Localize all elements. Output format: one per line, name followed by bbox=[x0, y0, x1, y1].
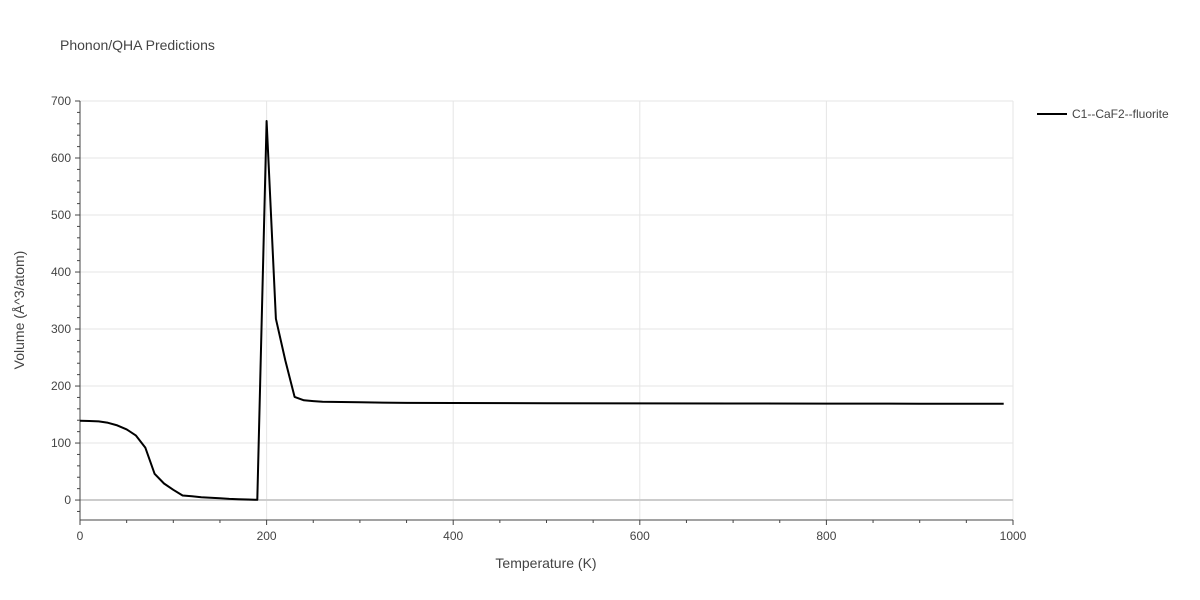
series-line-0 bbox=[79, 120, 1004, 501]
x-tick-label-1000: 1000 bbox=[1000, 529, 1027, 543]
y-tick-label-400: 400 bbox=[51, 265, 71, 279]
y-tick-label-300: 300 bbox=[51, 322, 71, 336]
legend[interactable]: C1--CaF2--fluorite bbox=[1037, 107, 1169, 121]
x-tick-label-400: 400 bbox=[443, 529, 463, 543]
x-tick-label-600: 600 bbox=[630, 529, 650, 543]
y-tick-label-700: 700 bbox=[51, 94, 71, 108]
x-axis-title: Temperature (K) bbox=[495, 555, 596, 571]
y-tick-label-600: 600 bbox=[51, 151, 71, 165]
y-tick-label-200: 200 bbox=[51, 379, 71, 393]
y-tick-label-0: 0 bbox=[64, 493, 71, 507]
plot-area bbox=[79, 120, 1004, 501]
x-tick-label-800: 800 bbox=[816, 529, 836, 543]
x-tick-label-200: 200 bbox=[257, 529, 277, 543]
legend-label-0[interactable]: C1--CaF2--fluorite bbox=[1072, 107, 1169, 121]
x-tick-label-0: 0 bbox=[77, 529, 84, 543]
grid bbox=[80, 100, 1014, 520]
y-tick-label-500: 500 bbox=[51, 208, 71, 222]
chart-title: Phonon/QHA Predictions bbox=[60, 37, 215, 53]
y-axis-title: Volume (Å^3/atom) bbox=[11, 251, 27, 370]
y-tick-label-100: 100 bbox=[51, 436, 71, 450]
axes: 0 200 400 600 800 1000 0 100 200 300 400 500 600 700 bbox=[51, 94, 1027, 543]
